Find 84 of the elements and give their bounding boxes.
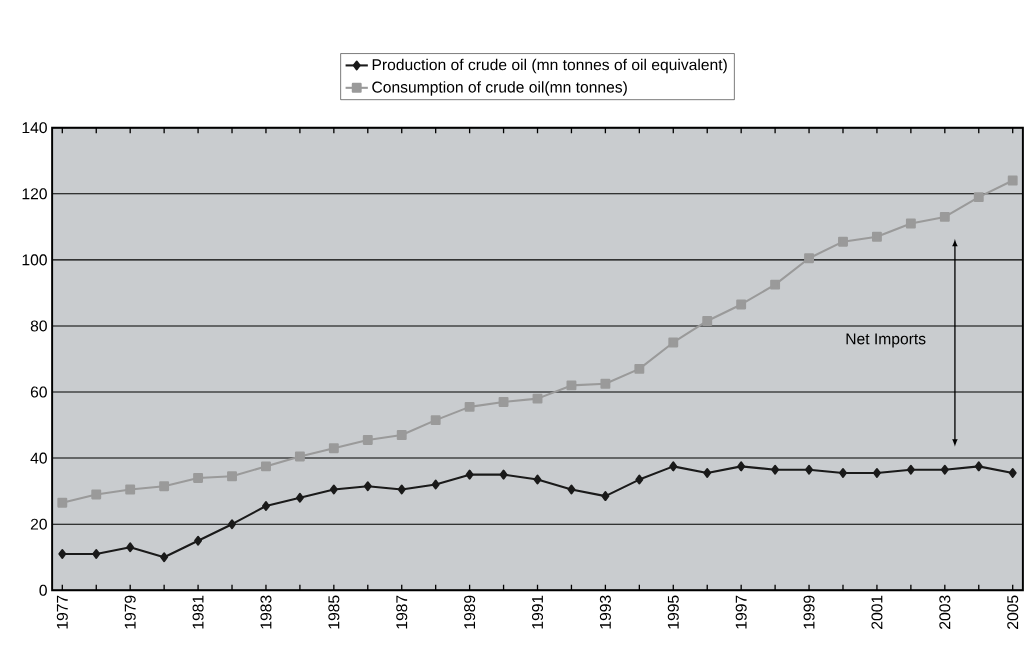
point	[58, 549, 67, 559]
point	[940, 464, 949, 475]
y-tick-label: 20	[30, 518, 47, 530]
y-tick-label: 0	[39, 584, 47, 596]
point	[871, 231, 882, 242]
x-tick-label: 2003	[939, 595, 951, 629]
point	[736, 299, 747, 310]
point	[294, 451, 305, 462]
y-tick-label: 120	[22, 188, 47, 200]
x-tick-label: 2005	[1007, 595, 1019, 629]
legend-label: Production of crude oil (mn tonnes of oil equivalent)	[372, 58, 727, 74]
x-tick-label: 1985	[328, 595, 340, 629]
x-tick-label: 1989	[464, 595, 476, 629]
point	[194, 535, 203, 546]
x-tick-label: 1983	[260, 595, 272, 629]
y-tick-label: 40	[30, 452, 47, 464]
x-tick-label: 1987	[396, 595, 408, 629]
point	[567, 484, 576, 495]
x-tick-label: 1993	[599, 595, 611, 629]
x-tick-label: 1979	[124, 595, 136, 629]
point	[804, 253, 814, 264]
point	[126, 542, 135, 553]
point	[872, 468, 881, 478]
point	[499, 469, 508, 480]
point	[396, 430, 407, 440]
y-tick-label: 60	[30, 386, 47, 398]
point	[939, 211, 950, 222]
x-tick-label: 1977	[56, 595, 68, 629]
point	[669, 461, 678, 472]
point	[973, 192, 984, 203]
y-tick-label: 100	[22, 254, 47, 266]
point	[703, 468, 712, 478]
point	[125, 484, 136, 495]
x-tick-label: 1991	[531, 595, 544, 629]
point	[464, 401, 475, 412]
point	[261, 461, 271, 472]
point	[601, 491, 610, 502]
point	[363, 481, 372, 492]
point	[431, 479, 440, 490]
point	[465, 469, 474, 480]
point	[1008, 468, 1017, 478]
point	[193, 473, 204, 483]
point	[228, 519, 236, 530]
point	[838, 236, 848, 247]
point	[261, 501, 270, 511]
x-tick-label: 1981	[192, 595, 204, 629]
point	[668, 337, 679, 348]
point	[635, 474, 644, 485]
point	[600, 378, 611, 389]
point	[805, 464, 814, 475]
point	[329, 484, 338, 495]
point	[906, 464, 915, 475]
point	[1007, 175, 1018, 186]
annotation: Net Imports	[846, 333, 926, 348]
point	[532, 393, 543, 404]
point	[227, 471, 237, 482]
point	[295, 492, 304, 503]
point	[328, 443, 339, 454]
point	[839, 468, 847, 478]
legend-label: Consumption of crude oil(mn tonnes)	[372, 81, 627, 96]
point	[159, 481, 170, 492]
y-tick-label: 140	[22, 122, 47, 134]
x-tick-label: 1997	[735, 595, 747, 629]
point	[430, 415, 441, 426]
point	[362, 435, 373, 445]
point	[57, 497, 68, 508]
point	[397, 484, 406, 495]
point	[91, 489, 102, 500]
point	[634, 363, 645, 374]
point	[533, 474, 542, 485]
point	[498, 397, 509, 407]
point	[702, 316, 713, 326]
point	[737, 461, 746, 472]
point	[92, 549, 101, 559]
point	[566, 380, 577, 391]
x-tick-label: 1999	[803, 595, 815, 629]
point	[974, 461, 983, 472]
x-tick-label: 2001	[871, 595, 883, 629]
point	[905, 218, 916, 229]
point	[771, 464, 780, 475]
y-tick-label: 80	[30, 320, 47, 332]
x-tick-label: 1995	[667, 595, 679, 629]
point	[770, 279, 781, 290]
point	[160, 552, 169, 563]
